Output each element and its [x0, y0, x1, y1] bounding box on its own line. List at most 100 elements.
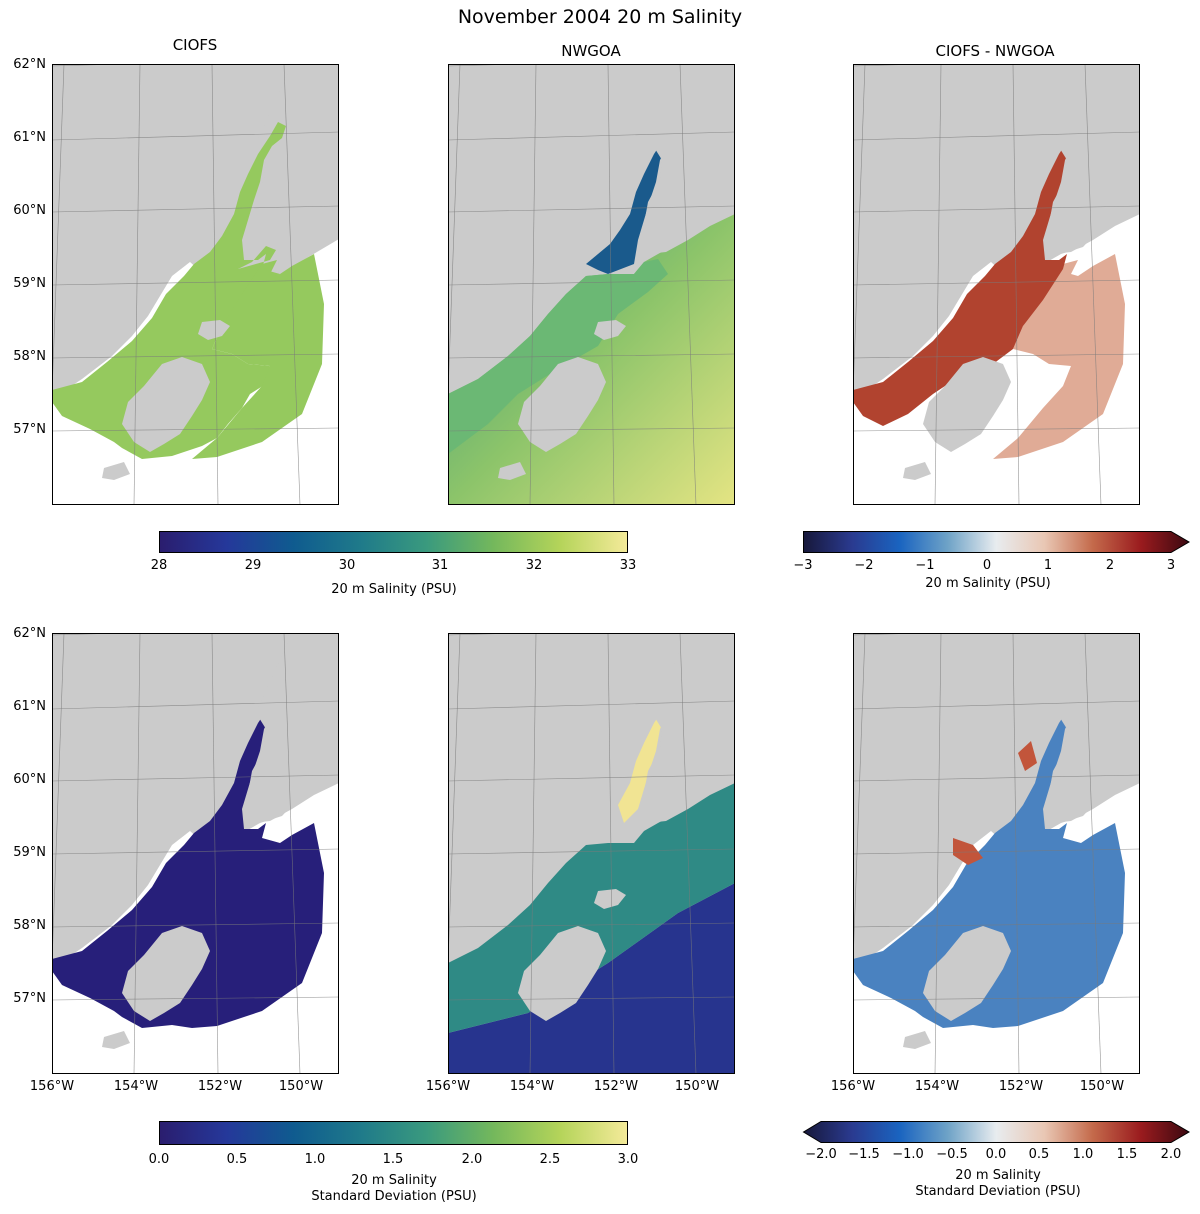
colorbar-std-label-line1: 20 m Salinity	[351, 1173, 437, 1188]
cb-std-tick-2: 2.0	[461, 1152, 483, 1167]
cb-stddiff-tick-0: 0.0	[985, 1147, 1007, 1162]
cb-std-tick-15: 1.5	[382, 1152, 404, 1167]
panel-frame	[52, 633, 339, 1074]
cb-mean-tick-29: 29	[244, 558, 262, 573]
water-nwgoa-std-upper	[618, 691, 682, 823]
cb-diff-tick-m1: −1	[915, 558, 935, 573]
water-diff-shelf	[993, 254, 1125, 459]
colorbar-mean	[159, 531, 628, 553]
colorbar-std-diff-label-line1: 20 m Salinity	[955, 1168, 1041, 1183]
water-nwgoa-inlet	[586, 122, 682, 274]
graticule	[448, 64, 735, 505]
map-nwgoa-std	[448, 633, 735, 1074]
lat-label-61-bottom: 61°N	[13, 699, 46, 714]
cb-std-tick-0: 0.0	[148, 1152, 170, 1167]
cb-diff-tick-1: 1	[1043, 558, 1053, 573]
colorbar-mean-diff	[803, 531, 1190, 553]
cb-std-tick-3: 3.0	[617, 1152, 639, 1167]
water-ciofs-shelf	[192, 254, 324, 459]
land-island-s	[498, 462, 526, 480]
cb-mean-tick-33: 33	[619, 558, 637, 573]
panel-frame	[448, 633, 735, 1074]
cb-stddiff-tick-05: 0.5	[1028, 1147, 1050, 1162]
graticule	[853, 633, 1140, 1074]
cb-mean-tick-28: 28	[150, 558, 168, 573]
water-diff-std-upper	[953, 741, 1037, 865]
water-ciofs-std	[52, 691, 324, 1028]
land-kenai	[214, 64, 339, 294]
lon-label-154-col2: 154°W	[509, 1079, 555, 1094]
cb-stddiff-tick-m20: −2.0	[805, 1147, 837, 1162]
map-nwgoa-mean	[448, 64, 735, 505]
lat-label-57-bottom: 57°N	[13, 991, 46, 1006]
figure-title: November 2004 20 m Salinity	[457, 6, 743, 28]
cb-diff-tick-3: 3	[1166, 558, 1176, 573]
colorbar-mean-diff-label: 20 m Salinity (PSU)	[925, 576, 1051, 591]
map-ciofs-std	[52, 633, 339, 1074]
land-kodiak	[923, 926, 1011, 1021]
cb-diff-tick-2: 2	[1105, 558, 1115, 573]
colorbar-std	[159, 1121, 628, 1145]
cb-std-tick-05: 0.5	[226, 1152, 248, 1167]
lat-label-59-top: 59°N	[13, 276, 46, 291]
ocean-nwgoa-std-shelf	[448, 781, 735, 1033]
land-afognak	[594, 320, 626, 340]
land-kodiak	[122, 926, 210, 1021]
lat-label-62-bottom: 62°N	[13, 626, 46, 641]
cb-stddiff-tick-m10: −1.0	[892, 1147, 924, 1162]
land-island-s	[903, 462, 931, 480]
lat-label-60-top: 60°N	[13, 203, 46, 218]
lon-label-150-col3: 150°W	[1079, 1079, 1125, 1094]
water-diff-std	[853, 691, 1125, 1028]
land-island-s	[903, 1031, 931, 1049]
cb-mean-tick-30: 30	[338, 558, 356, 573]
land-kodiak-over	[122, 357, 210, 452]
lon-label-156-col2: 156°W	[425, 1079, 471, 1094]
lon-label-150-col2: 150°W	[674, 1079, 720, 1094]
cb-stddiff-tick-20: 2.0	[1160, 1147, 1182, 1162]
colorbar-std-label: 20 m Salinity Standard Deviation (PSU)	[244, 1173, 544, 1205]
lon-label-154-col3: 154°W	[914, 1079, 960, 1094]
lat-label-61-top: 61°N	[13, 130, 46, 145]
lat-label-60-bottom: 60°N	[13, 772, 46, 787]
lon-label-156-col3: 156°W	[830, 1079, 876, 1094]
cb-stddiff-tick-10: 1.0	[1072, 1147, 1094, 1162]
land-island-s	[102, 1031, 130, 1049]
colorbar-std-diff	[802, 1121, 1190, 1143]
map-ciofs-mean	[52, 64, 339, 505]
land-kodiak	[923, 357, 1011, 452]
lat-label-57-top: 57°N	[13, 422, 46, 437]
lon-label-156-col1: 156°W	[29, 1079, 75, 1094]
lon-label-152-col2: 152°W	[593, 1079, 639, 1094]
graticule	[52, 633, 339, 1074]
panel-frame	[448, 64, 735, 505]
lat-label-58-bottom: 58°N	[13, 918, 46, 933]
cb-diff-tick-0: 0	[982, 558, 992, 573]
land-island-s	[102, 462, 130, 480]
lat-label-62-top: 62°N	[13, 57, 46, 72]
cb-stddiff-tick-m05: −0.5	[936, 1147, 968, 1162]
graticule	[448, 633, 735, 1074]
panel-title-diff: CIOFS - NWGOA	[935, 42, 1055, 60]
lon-label-154-col1: 154°W	[113, 1079, 159, 1094]
land-kodiak	[518, 357, 606, 452]
lon-label-152-col1: 152°W	[197, 1079, 243, 1094]
panel-title-nwgoa: NWGOA	[561, 42, 621, 60]
land-kodiak	[518, 926, 606, 1021]
panel-frame	[853, 633, 1140, 1074]
land-afognak	[594, 889, 626, 909]
ocean-nwgoa	[448, 212, 735, 505]
panel-frame	[52, 64, 339, 505]
lon-label-152-col3: 152°W	[998, 1079, 1044, 1094]
water-ciofs	[52, 122, 286, 459]
cb-mean-tick-32: 32	[525, 558, 543, 573]
lon-label-150-col1: 150°W	[278, 1079, 324, 1094]
lat-label-59-bottom: 59°N	[13, 845, 46, 860]
cb-stddiff-tick-m15: −1.5	[848, 1147, 880, 1162]
colorbar-std-diff-label-line2: Standard Deviation (PSU)	[915, 1184, 1081, 1199]
cb-mean-tick-31: 31	[431, 558, 449, 573]
colorbar-std-label-line2: Standard Deviation (PSU)	[311, 1189, 477, 1204]
map-diff-std	[853, 633, 1140, 1074]
cb-std-tick-1: 1.0	[304, 1152, 326, 1167]
lat-label-58-top: 58°N	[13, 349, 46, 364]
